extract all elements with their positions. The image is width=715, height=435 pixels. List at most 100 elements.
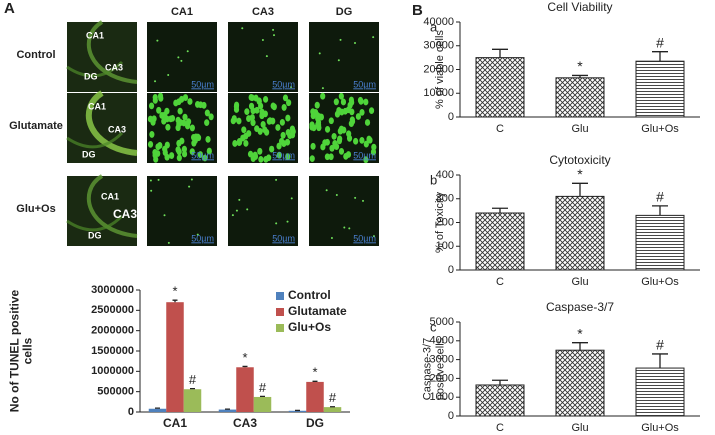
- column-header: DG: [336, 6, 353, 18]
- cell: [151, 115, 157, 123]
- cell: [238, 198, 241, 201]
- cell: [321, 87, 324, 90]
- cell: [329, 144, 335, 152]
- x-tick-label: Glu+Os: [641, 276, 679, 288]
- cell: [266, 154, 272, 162]
- cell: [346, 130, 352, 138]
- cell: [267, 117, 273, 124]
- cell: [260, 121, 266, 128]
- cell: [164, 153, 170, 161]
- cell: [233, 101, 240, 109]
- cell: [250, 119, 256, 127]
- cell: [257, 147, 263, 155]
- column-header: CA3: [252, 6, 274, 18]
- scale-bar-label: 50µm: [191, 233, 214, 243]
- region-label: CA3: [113, 207, 137, 221]
- cell: [275, 178, 278, 181]
- cell: [150, 189, 153, 192]
- column-header: CA1: [171, 6, 193, 18]
- y-tick-label: 0: [448, 264, 454, 276]
- cell: [154, 80, 157, 83]
- row-label: Glu+Os: [16, 203, 55, 215]
- chart-title: Cell Viability: [547, 0, 612, 14]
- cell: [315, 121, 321, 129]
- cell: [243, 139, 249, 147]
- y-tick-label: 30000: [423, 40, 454, 52]
- cell: [206, 147, 212, 155]
- x-tick-label: CA3: [233, 416, 257, 430]
- legend-swatch: [276, 324, 284, 332]
- cell: [261, 39, 264, 42]
- cell: [155, 150, 161, 157]
- cell: [325, 189, 328, 192]
- region-label: CA1: [101, 191, 119, 201]
- cell: [340, 98, 347, 106]
- cell: [363, 156, 369, 164]
- cell: [333, 98, 339, 106]
- cell: [363, 140, 369, 148]
- y-axis-label: Caspase-3/7: [421, 338, 433, 400]
- cell: [254, 106, 260, 114]
- micrograph: [147, 176, 217, 246]
- cell: [175, 116, 181, 124]
- cell: [343, 152, 349, 160]
- cell: [246, 208, 249, 211]
- significance-mark: #: [259, 380, 267, 395]
- cell: [164, 115, 170, 123]
- bar: [635, 60, 685, 118]
- cell: [333, 143, 340, 151]
- cell: [167, 74, 170, 77]
- cell: [248, 102, 255, 110]
- cell: [331, 132, 337, 140]
- cell: [353, 137, 359, 145]
- cell: [359, 136, 365, 144]
- cell: [153, 155, 159, 163]
- cell: [163, 214, 166, 217]
- hippocampus-layer: [66, 60, 124, 78]
- cell: [347, 101, 353, 109]
- error-bar: [242, 365, 248, 368]
- cell: [148, 102, 155, 110]
- cell: [324, 153, 330, 161]
- cell: [314, 101, 320, 109]
- cell: [181, 145, 187, 153]
- region-label: CA3: [105, 62, 123, 72]
- cell: [354, 196, 357, 199]
- sub-panel-label: c: [430, 319, 437, 334]
- error-bar: [652, 51, 668, 62]
- scale-bar-label: 50µm: [272, 150, 295, 160]
- cell: [368, 107, 375, 115]
- row-label: Glutamate: [9, 120, 63, 132]
- cell: [173, 99, 179, 107]
- cell: [269, 145, 275, 153]
- scale-bar-label: 50µm: [272, 233, 295, 243]
- error-bar: [572, 342, 588, 351]
- cell: [362, 199, 365, 202]
- y-tick-label: 500000: [97, 386, 134, 398]
- hippocampus-layer: [66, 214, 124, 232]
- cell: [196, 233, 199, 236]
- cell: [176, 154, 182, 162]
- y-tick-label: 1000: [430, 391, 454, 403]
- cell: [236, 137, 243, 145]
- cell: [372, 36, 375, 39]
- significance-mark: *: [577, 166, 583, 182]
- x-tick-label: DG: [306, 416, 324, 430]
- cell: [202, 154, 208, 162]
- cell: [177, 107, 183, 115]
- cell: [258, 102, 264, 110]
- bar: [475, 384, 525, 417]
- cell: [336, 137, 343, 145]
- bar: [306, 381, 324, 412]
- cell: [371, 143, 377, 151]
- cell: [149, 131, 155, 138]
- significance-mark: #: [329, 390, 337, 405]
- legend-label: Glutamate: [288, 304, 347, 318]
- y-tick-label: 0: [448, 111, 454, 123]
- row-label: Control: [16, 49, 55, 61]
- cell: [282, 94, 289, 102]
- y-tick-label: 1000000: [91, 365, 134, 377]
- bar: [148, 408, 167, 412]
- cell: [316, 113, 322, 121]
- error-bar: [572, 74, 588, 78]
